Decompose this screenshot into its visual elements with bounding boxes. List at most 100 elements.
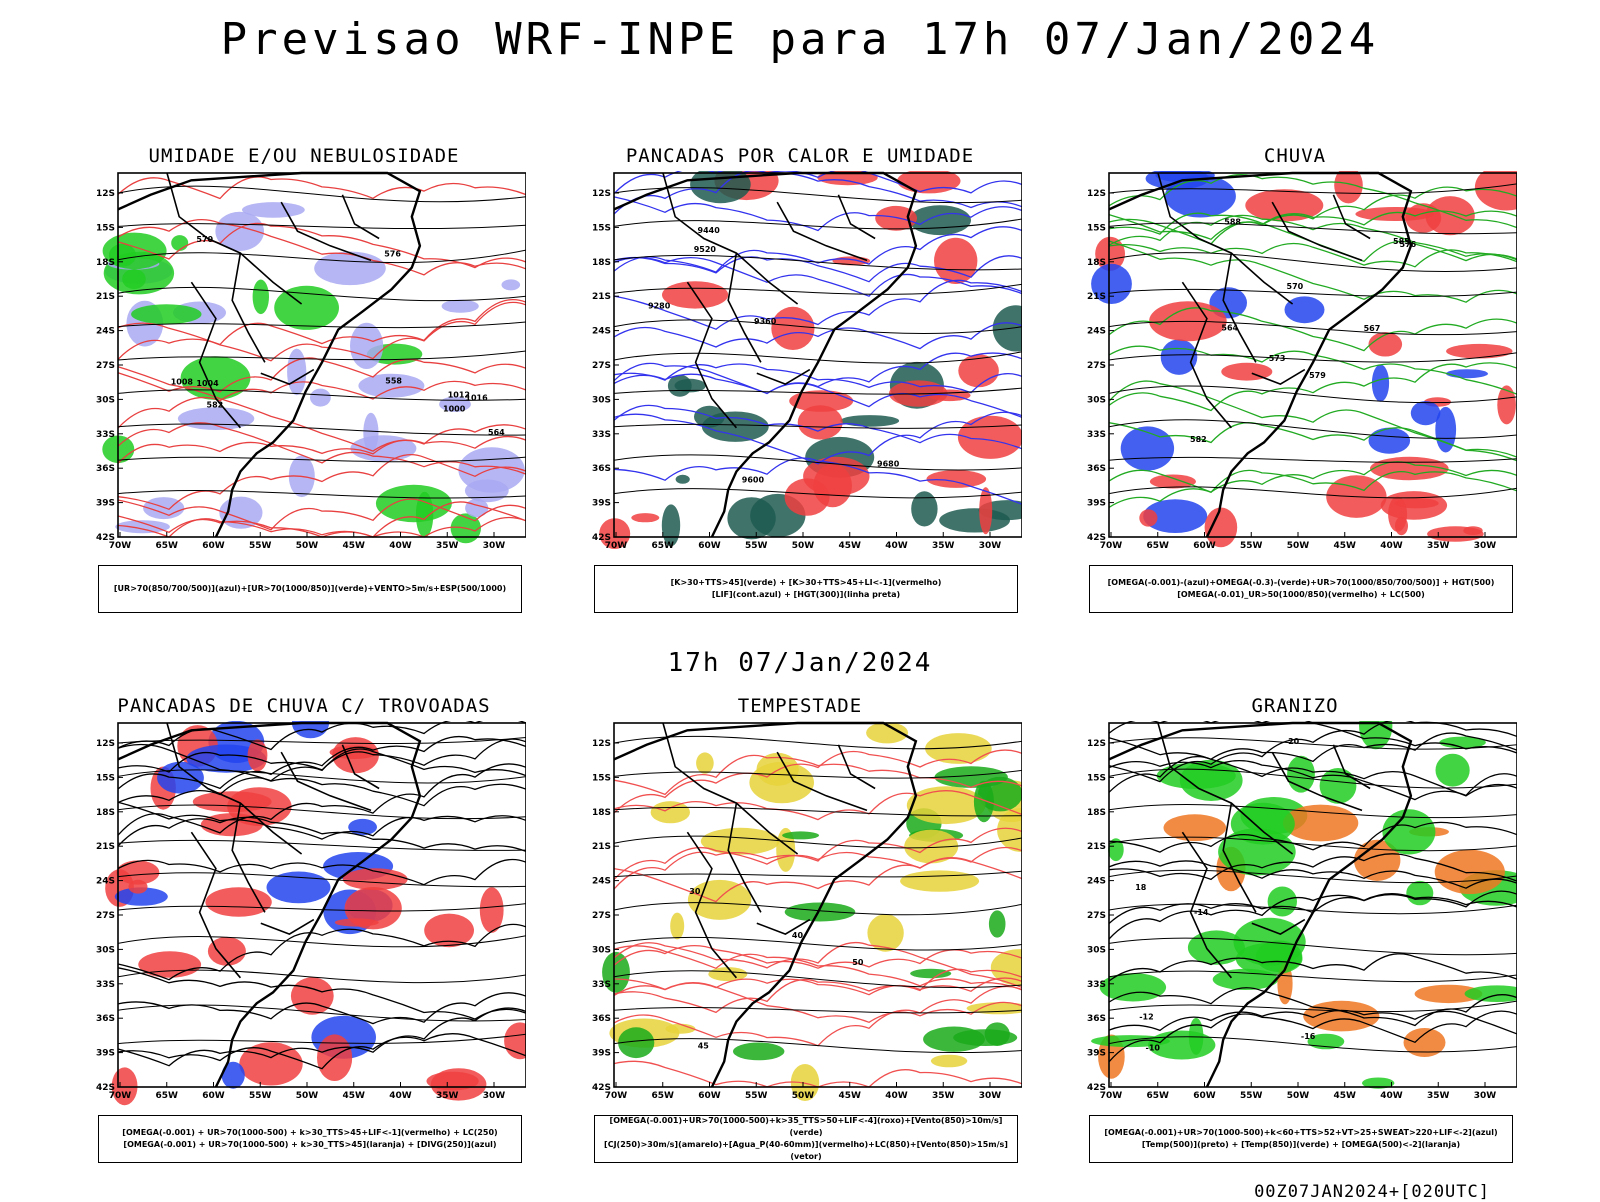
- lat-label: 18S: [96, 258, 115, 268]
- contour-line: [613, 255, 1022, 283]
- legend-line: [OMEGA(-0.001)+UR>70(1000-500)+k<60+TTS>…: [1104, 1128, 1498, 1137]
- field-blob: [350, 322, 384, 369]
- field-blob: [1382, 809, 1436, 855]
- field-blob: [116, 860, 160, 885]
- lon-label: 35W: [436, 541, 459, 551]
- lat-label: 42S: [96, 1083, 115, 1093]
- lon-label: 65W: [652, 1091, 675, 1101]
- contour-label: 570: [196, 235, 213, 244]
- contour-line: [1108, 345, 1517, 395]
- state-border: [686, 281, 738, 429]
- field-blob: [441, 299, 479, 313]
- isoline: [613, 387, 1022, 395]
- contour-line: [613, 279, 1022, 330]
- contour-label: 18: [1135, 883, 1147, 892]
- field-blob: [310, 388, 331, 407]
- isoline: [1108, 288, 1517, 298]
- contour-line: [1108, 242, 1517, 268]
- isoline: [613, 351, 1022, 364]
- contour-line: [1108, 893, 1517, 940]
- field-blob: [790, 1064, 820, 1101]
- field-blob: [789, 390, 854, 412]
- contour-line: [1108, 1010, 1517, 1063]
- field-blob: [973, 780, 994, 823]
- contour-label: -16: [1301, 1032, 1316, 1041]
- legend-box: [K>30+TTS>45](verde) + [K>30+TTS>45+LI<-…: [594, 565, 1018, 613]
- lat-label: 21S: [96, 842, 115, 852]
- field-blob: [205, 887, 272, 917]
- field-blob: [602, 951, 630, 993]
- contour-label: 1012: [448, 390, 470, 399]
- field-blob: [177, 407, 255, 430]
- lon-label: 40W: [1380, 541, 1403, 551]
- contour-line: [613, 827, 1022, 890]
- field-blob: [115, 520, 170, 534]
- panel-title: PANCADAS POR CALOR E UMIDADE: [625, 145, 975, 167]
- lon-label: 35W: [1427, 1091, 1450, 1101]
- contour-label: 40: [792, 931, 804, 940]
- field-blob: [990, 949, 1022, 986]
- field-blob: [875, 205, 917, 231]
- lon-label: 40W: [885, 1091, 908, 1101]
- field-blob: [817, 171, 878, 186]
- lat-label: 39S: [592, 499, 611, 509]
- field-blob: [350, 435, 417, 462]
- lon-label: 30W: [483, 541, 506, 551]
- lon-label: 50W: [792, 1091, 815, 1101]
- state-border: [1332, 194, 1371, 240]
- lat-label: 15S: [96, 223, 115, 233]
- contour-line: [1108, 362, 1517, 412]
- lat-label: 12S: [96, 189, 115, 199]
- lat-label: 33S: [592, 980, 611, 990]
- contour-label: 1008: [171, 378, 194, 387]
- field-blob: [906, 786, 986, 825]
- field-blob: [1406, 880, 1434, 906]
- legend-line: [OMEGA(-0.001)-(azul)+OMEGA(-0.3)-(verde…: [1107, 578, 1495, 587]
- lon-label: 60W: [1193, 541, 1216, 551]
- field-blob: [687, 879, 752, 920]
- lon-label: 55W: [249, 1091, 272, 1101]
- contour-label: 1016: [465, 394, 488, 403]
- field-blob: [1359, 721, 1393, 750]
- contour-line: [613, 404, 1022, 450]
- state-border: [727, 252, 762, 363]
- lat-label: 18S: [592, 808, 611, 818]
- field-blob: [1446, 343, 1513, 359]
- lon-label: 60W: [698, 541, 721, 551]
- isoline: [117, 249, 526, 264]
- legend-line: [OMEGA(-0.001) + UR>70(1000-500) + k>30_…: [123, 1140, 497, 1149]
- lon-label: 70W: [1100, 1091, 1123, 1101]
- lat-label: 36S: [96, 464, 115, 474]
- lat-label: 36S: [1087, 1014, 1106, 1024]
- field-blob: [479, 887, 504, 933]
- field-blob: [247, 739, 268, 772]
- field-blob: [138, 951, 202, 978]
- lon-label: 45W: [1334, 541, 1357, 551]
- field-blob: [114, 887, 168, 906]
- state-border: [756, 368, 811, 385]
- lon-label: 30W: [979, 541, 1002, 551]
- contour-line: [613, 978, 1022, 1024]
- field-blob: [215, 211, 264, 251]
- field-blob: [650, 801, 690, 824]
- panel-chuva: CHUVA 588 585 582 579 576 573 570 567 564 12S 15S 1…: [1075, 145, 1517, 625]
- lat-label: 39S: [1087, 1049, 1106, 1059]
- panel-granizo: GRANIZO -12 -10 -14 -16 18 20 12S 15S 18S 21S 24S 2…: [1075, 695, 1517, 1175]
- isoline: [117, 185, 526, 203]
- map-frame: [1108, 722, 1517, 1088]
- isoline: [613, 423, 1022, 429]
- isoline: [1108, 352, 1517, 363]
- contour-line: [1108, 953, 1517, 982]
- field-blob: [1362, 1077, 1395, 1089]
- lon-label: 40W: [885, 541, 908, 551]
- contour-line: [117, 435, 526, 464]
- contour-label: 9440: [698, 226, 721, 235]
- lat-label: 27S: [1087, 911, 1106, 921]
- contour-label: 564: [488, 428, 505, 437]
- contour-line: [117, 422, 526, 475]
- isoline: [613, 735, 1022, 750]
- lat-label: 42S: [96, 533, 115, 543]
- panel-title: GRANIZO: [1251, 695, 1339, 717]
- isoline: [1108, 869, 1517, 884]
- lon-label: 50W: [792, 541, 815, 551]
